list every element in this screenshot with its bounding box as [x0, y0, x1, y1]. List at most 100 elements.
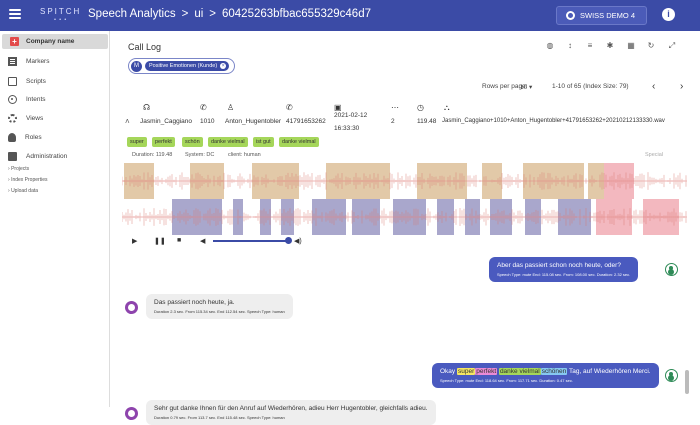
chat-text: Sehr gut danke Ihnen für den Anruf auf W…: [154, 405, 428, 412]
chat-word: Okay: [440, 368, 456, 375]
menu-icon[interactable]: [9, 8, 21, 20]
keyword-highlight[interactable]: danke vielmal: [498, 368, 541, 375]
chat-bubble-customer: Okay super perfekt danke vielmal schönen T…: [432, 363, 659, 388]
chip-avatar: M: [131, 60, 142, 72]
brand-mark: • • •: [54, 17, 68, 23]
crumb-app[interactable]: Speech Analytics: [88, 8, 176, 20]
person-icon: [8, 132, 16, 142]
chat-bubble-agent: Das passiert noch heute, ja. Duration 2.…: [146, 294, 293, 319]
expand-icon[interactable]: ⤢: [668, 41, 676, 50]
sidebar-item-administration[interactable]: Administration: [8, 150, 67, 162]
chat-meta: Speech Type: mute End: 115.08 sec. From:…: [497, 272, 631, 277]
chat-word: Tag, auf Wiederhören Merci.: [568, 368, 651, 375]
pager-range: 1-10 of 65 (Index Size: 79): [552, 83, 629, 90]
chat-text: Aber das passiert schon noch heute, oder…: [497, 262, 621, 269]
sort-icon[interactable]: ↕: [568, 41, 572, 50]
volume-up-icon[interactable]: ◀): [294, 238, 302, 245]
keyword-tag[interactable]: perfekt: [152, 137, 175, 147]
tenant-button[interactable]: SWISS DEMO 4: [556, 6, 647, 25]
rows-per-page-value: 10: [520, 84, 528, 91]
crumb-sep: >: [209, 8, 216, 20]
sidebar-item-label: Markers: [26, 57, 50, 65]
sidebar-item-roles[interactable]: Roles: [8, 131, 42, 143]
volume-down-icon[interactable]: ◀: [200, 238, 206, 245]
scrollbar[interactable]: [685, 370, 689, 394]
subitem-label: Upload data: [11, 188, 39, 194]
subitem-label: Projects: [11, 166, 30, 172]
info-icon[interactable]: i: [662, 8, 675, 21]
volume-slider-handle[interactable]: [285, 237, 292, 244]
subitem-label: Index Properties: [11, 177, 48, 183]
chat-meta: Speech Type: mute End: 118.64 sec. From:…: [440, 378, 573, 383]
script-icon: [8, 76, 17, 86]
cell-duration: 119.48: [417, 118, 437, 125]
keyword-tag[interactable]: schön: [182, 137, 203, 147]
keyword-highlight[interactable]: schönen: [540, 368, 568, 375]
person-icon: ♙: [227, 103, 235, 112]
sidebar-subitem-upload-data[interactable]: › Upload data: [8, 188, 39, 194]
volume-slider[interactable]: [213, 240, 288, 242]
info-duration: Duration: 119.48: [132, 152, 173, 158]
refresh-icon[interactable]: ↻: [647, 41, 655, 50]
sidebar-item-label: Views: [26, 114, 44, 122]
sidebar-item-label: Administration: [26, 152, 68, 160]
crumb-sep: >: [181, 8, 189, 20]
sidebar-item-scripts[interactable]: Scripts: [8, 75, 46, 87]
chat-text: Okay super perfekt danke vielmal schönen T…: [440, 368, 651, 375]
sidebar-subitem-index-properties[interactable]: › Index Properties: [8, 177, 48, 183]
more-icon: ⋯: [391, 103, 399, 112]
filter-icon[interactable]: ≡: [587, 41, 593, 50]
sidebar-subitem-projects[interactable]: › Projects: [8, 166, 30, 172]
keyword-tag[interactable]: danke vielmal: [208, 137, 248, 147]
hierarchy-icon: ⛬: [444, 103, 450, 112]
rows-per-page-select[interactable]: 10 ▾: [520, 84, 533, 91]
chevron-right-icon[interactable]: ›: [680, 81, 684, 92]
stop-icon[interactable]: ■: [177, 237, 182, 244]
crumb-ui[interactable]: ui: [194, 8, 204, 20]
rows-per-page-label: Rows per page:: [482, 83, 528, 90]
pause-icon[interactable]: ❚❚: [154, 238, 166, 245]
settings-icon[interactable]: ✱: [606, 41, 614, 50]
info-client: client: human: [228, 152, 261, 158]
keyword-highlight[interactable]: super: [456, 368, 476, 375]
keyword-tag[interactable]: danke vielmal: [279, 137, 319, 147]
filter-chip[interactable]: M Positive Emotionen (Kunde) ×: [128, 58, 236, 74]
cell-agent: Jasmin_Caggiano: [140, 118, 193, 125]
globe-icon[interactable]: ◍: [546, 41, 554, 50]
chevron-up-icon[interactable]: ˄: [125, 117, 130, 126]
chat-meta: Duration 2.3 sec. From 115.34 sec. End 1…: [154, 309, 285, 314]
company-button[interactable]: + Company name: [2, 34, 108, 49]
sidebar-item-views[interactable]: Views: [8, 112, 43, 124]
chat-meta: Duration 0.79 sec. From 113.7 sec. End 1…: [154, 415, 285, 420]
keyword-highlight[interactable]: perfekt: [475, 368, 498, 375]
crumb-id: 60425263bfbac655329c46d7: [221, 8, 371, 20]
keyword-tag[interactable]: super: [127, 137, 147, 147]
close-icon[interactable]: ×: [220, 63, 227, 69]
page-title: Call Log: [128, 42, 162, 52]
sidebar: + Company name Markers Scripts Intents V…: [0, 31, 110, 407]
breadcrumb: Speech Analytics > ui >60425263bfbac655329c…: [88, 8, 371, 20]
sidebar-item-label: Scripts: [26, 77, 46, 85]
plus-icon: +: [10, 37, 19, 46]
transcript: Aber das passiert schon noch heute, oder…: [110, 253, 690, 425]
columns-icon[interactable]: ▦: [627, 41, 635, 50]
agent-avatar-icon: [125, 301, 138, 314]
user-avatar-icon: [665, 263, 678, 276]
phone-incoming-icon: ✆: [286, 103, 293, 112]
chat-bubble-agent: Sehr gut danke Ihnen für den Anruf auf W…: [146, 400, 436, 425]
sidebar-item-label: Intents: [26, 95, 46, 103]
sidebar-item-markers[interactable]: Markers: [8, 55, 49, 67]
building-icon: [8, 151, 17, 161]
phone-icon: ✆: [200, 103, 207, 112]
sidebar-item-intents[interactable]: Intents: [8, 93, 46, 105]
cell-extension: 1010: [200, 118, 215, 125]
waveform[interactable]: [122, 161, 687, 237]
chip-label: Positive Emotionen (Kunde): [149, 63, 218, 69]
tenant-label: SWISS DEMO 4: [580, 11, 636, 20]
chat-bubble-customer: Aber das passiert schon noch heute, oder…: [489, 257, 639, 282]
chevron-left-icon[interactable]: ‹: [652, 81, 656, 92]
cell-phone: 41791653262: [286, 118, 326, 125]
top-bar: SPITCH • • • Speech Analytics > ui >60425263…: [0, 0, 700, 31]
play-icon[interactable]: ▶: [132, 238, 138, 245]
keyword-tag[interactable]: ist gut: [253, 137, 274, 147]
